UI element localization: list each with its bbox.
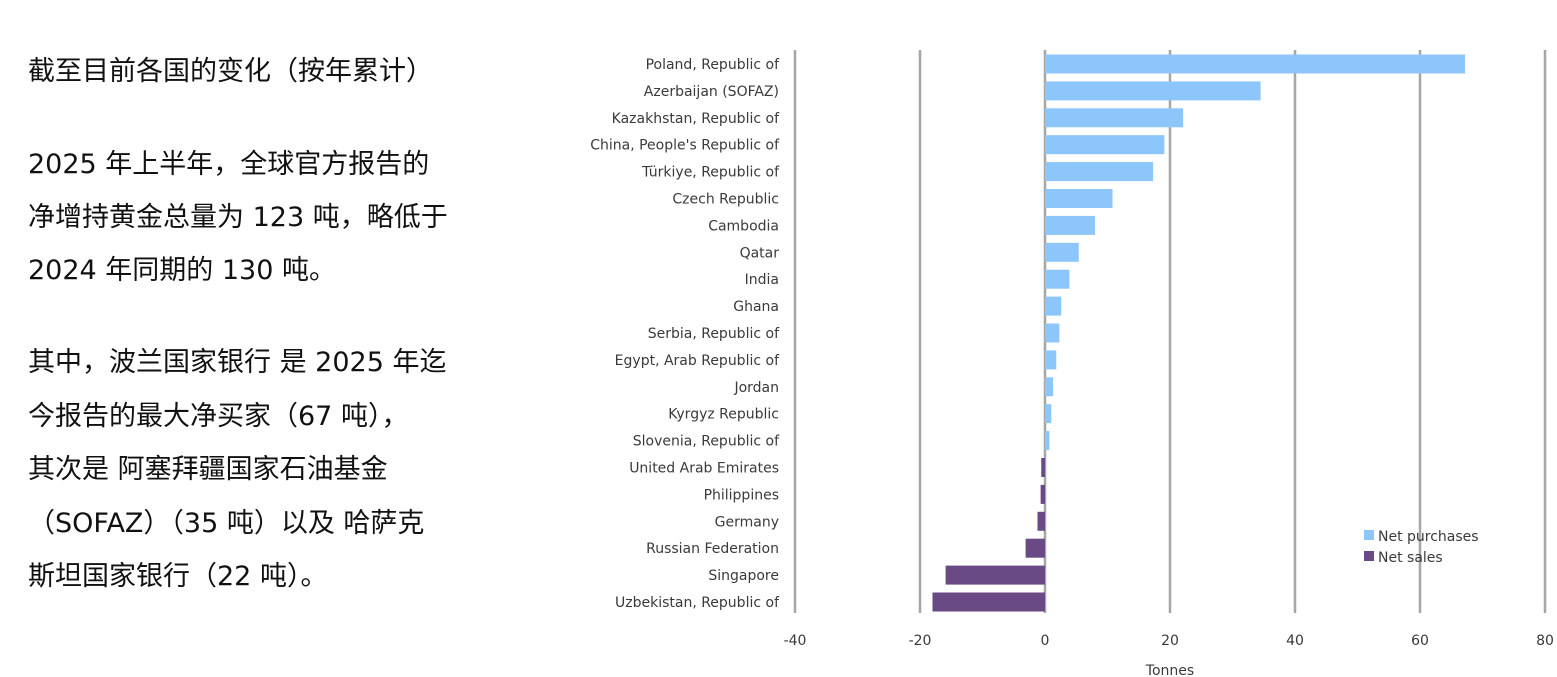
gold-reserves-bar-chart: Poland, Republic of Azerbaijan (SOFAZ) Kaz… bbox=[570, 30, 1557, 677]
x-tick-label-40: 40 bbox=[1286, 633, 1304, 649]
category-label-0: Poland, Republic of bbox=[646, 57, 780, 73]
category-label-1: Azerbaijan (SOFAZ) bbox=[644, 84, 779, 100]
bar-layer bbox=[932, 54, 1465, 612]
x-axis-title: Tonnes bbox=[1145, 663, 1194, 677]
x-tick-label-0: 0 bbox=[1041, 633, 1050, 649]
heading-text: 截至目前各国的变化（按年累计） bbox=[28, 56, 433, 87]
category-label-12: Jordan bbox=[733, 380, 779, 396]
bar-united-arab-emirates bbox=[1041, 458, 1045, 477]
legend: Net purchases Net sales bbox=[1364, 529, 1479, 566]
x-tick-labels: -40 -20 0 20 40 60 80 bbox=[784, 633, 1554, 649]
bar-singapore bbox=[945, 565, 1045, 585]
bar-czech-republic bbox=[1045, 189, 1113, 208]
bar-philippines bbox=[1040, 484, 1045, 504]
x-tick-label--40: -40 bbox=[784, 633, 807, 649]
para2-line-5: 斯坦国家银行（22 吨）。 bbox=[28, 561, 328, 592]
bar-india bbox=[1045, 269, 1070, 289]
x-tick-label-20: 20 bbox=[1161, 633, 1179, 649]
category-label-7: Qatar bbox=[740, 245, 780, 261]
category-label-15: United Arab Emirates bbox=[629, 461, 779, 477]
bar-egypt-arab-republic-of bbox=[1045, 350, 1057, 370]
bar-poland-republic-of bbox=[1045, 54, 1465, 74]
bar-jordan bbox=[1045, 377, 1054, 397]
bar-kazakhstan-republic-of bbox=[1045, 108, 1184, 128]
bar-qatar bbox=[1045, 242, 1079, 262]
category-label-5: Czech Republic bbox=[672, 192, 779, 208]
bar-serbia-republic-of bbox=[1045, 323, 1060, 343]
category-label-2: Kazakhstan, Republic of bbox=[612, 111, 780, 127]
bar-russian-federation bbox=[1025, 538, 1045, 558]
para1-line-2: 净增持黄金总量为 123 吨，略低于 bbox=[28, 202, 448, 233]
legend-label-net-sales: Net sales bbox=[1378, 550, 1443, 566]
category-label-10: Serbia, Republic of bbox=[648, 326, 780, 342]
x-tick-label-80: 80 bbox=[1536, 633, 1554, 649]
category-label-18: Russian Federation bbox=[646, 541, 779, 557]
bar-china-people-s-republic-of bbox=[1045, 135, 1165, 155]
para2-line-3: 其次是 阿塞拜疆国家石油基金 bbox=[28, 454, 388, 485]
para1-line-1: 2025 年上半年，全球官方报告的 bbox=[28, 149, 430, 180]
bar-t-rkiye-republic-of bbox=[1045, 162, 1154, 182]
para2-line-1: 其中，波兰国家银行 是 2025 年迄 bbox=[28, 347, 447, 378]
category-label-9: Ghana bbox=[733, 299, 779, 315]
legend-swatch-net-sales bbox=[1364, 551, 1374, 561]
bar-azerbaijan-sofaz bbox=[1045, 81, 1261, 101]
bar-uzbekistan-republic-of bbox=[932, 592, 1045, 612]
category-label-11: Egypt, Arab Republic of bbox=[615, 353, 780, 369]
category-label-20: Uzbekistan, Republic of bbox=[615, 595, 780, 611]
bar-germany bbox=[1037, 511, 1045, 531]
category-label-13: Kyrgyz Republic bbox=[668, 407, 779, 423]
para2-line-4: （SOFAZ）（35 吨）以及 哈萨克 bbox=[28, 508, 425, 539]
category-label-16: Philippines bbox=[704, 487, 779, 503]
category-labels: Poland, Republic of Azerbaijan (SOFAZ) Kaz… bbox=[590, 57, 780, 611]
bar-kyrgyz-republic bbox=[1045, 404, 1052, 424]
category-label-19: Singapore bbox=[708, 568, 779, 584]
category-label-4: Türkiye, Republic of bbox=[641, 165, 780, 181]
bar-cambodia bbox=[1045, 215, 1095, 235]
legend-swatch-net-purchases bbox=[1364, 530, 1374, 540]
category-label-17: Germany bbox=[715, 514, 779, 530]
x-tick-label--20: -20 bbox=[909, 633, 932, 649]
para1-line-3: 2024 年同期的 130 吨。 bbox=[28, 255, 336, 286]
commentary-panel: 截至目前各国的变化（按年累计） 2025 年上半年，全球官方报告的 净增持黄金总… bbox=[0, 0, 560, 677]
bar-ghana bbox=[1045, 296, 1062, 316]
category-label-3: China, People's Republic of bbox=[590, 138, 780, 154]
bar-slovenia-republic-of bbox=[1045, 431, 1050, 451]
category-label-14: Slovenia, Republic of bbox=[633, 434, 780, 450]
legend-label-net-purchases: Net purchases bbox=[1378, 529, 1479, 545]
category-label-6: Cambodia bbox=[708, 218, 779, 234]
category-label-8: India bbox=[745, 272, 779, 288]
x-tick-label-60: 60 bbox=[1411, 633, 1429, 649]
para2-line-2: 今报告的最大净买家（67 吨）， bbox=[28, 401, 409, 432]
